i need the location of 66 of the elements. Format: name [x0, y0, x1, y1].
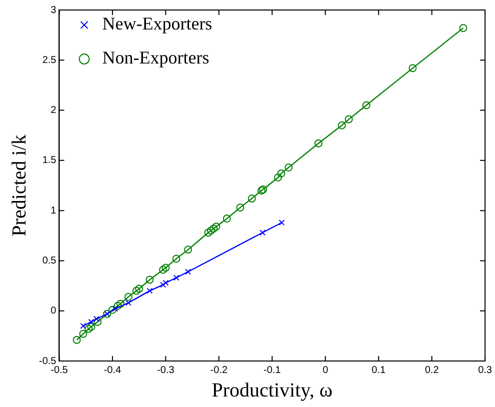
point	[160, 282, 166, 288]
x-tick-label: 0	[322, 364, 329, 376]
point	[362, 101, 370, 110]
y-tick-label: 0.5	[42, 255, 57, 266]
point	[257, 186, 266, 195]
point	[135, 284, 144, 293]
point	[146, 276, 154, 284]
point	[84, 324, 93, 333]
y-tick-label: 0	[50, 306, 57, 317]
point	[236, 204, 244, 212]
y-tick-label: 2.5	[42, 54, 57, 66]
legend-label: New-Exporters	[102, 14, 212, 34]
x-tick-label: -0.3	[157, 364, 175, 376]
point	[260, 230, 266, 236]
point	[159, 266, 168, 274]
point	[274, 173, 282, 182]
point	[88, 318, 94, 325]
point	[79, 330, 88, 338]
point	[338, 121, 346, 130]
point	[259, 186, 268, 194]
point	[185, 268, 192, 275]
point	[116, 300, 124, 308]
point	[94, 318, 102, 326]
point	[125, 300, 132, 306]
x-tick-label: -0.4	[104, 364, 122, 376]
point	[222, 214, 231, 223]
y-tick-label: 3	[50, 4, 57, 16]
point	[162, 280, 169, 286]
legend-label: Non-Exporters	[102, 48, 210, 68]
point	[212, 222, 220, 231]
point	[408, 64, 417, 72]
point	[172, 254, 180, 263]
point	[284, 163, 293, 172]
point	[80, 322, 86, 329]
point	[173, 274, 180, 281]
y-tick-label: 1	[50, 205, 57, 216]
point	[72, 336, 81, 344]
point	[108, 306, 116, 314]
x-tick-label: -0.2	[210, 364, 228, 376]
y-tick-label: 1.5	[42, 155, 57, 166]
x-axis-title: Productivity, ω	[212, 379, 333, 402]
x-tick-label: -0.1	[264, 364, 282, 376]
point	[184, 246, 192, 254]
x-tick-label: 0.3	[478, 364, 492, 376]
point	[206, 226, 215, 235]
y-tick-label: -0.5	[38, 356, 57, 367]
point	[204, 228, 212, 237]
point	[112, 306, 118, 312]
point	[162, 264, 170, 272]
y-tick-label: 2	[50, 105, 57, 116]
point	[94, 316, 100, 322]
point	[314, 139, 322, 148]
point	[278, 220, 285, 226]
x-tick-label: 0.2	[424, 364, 440, 376]
x-tick-label: 0.1	[372, 364, 386, 376]
y-axis-title: Predicted i/k	[8, 134, 30, 236]
point	[248, 194, 256, 203]
point	[344, 115, 353, 124]
point	[132, 286, 140, 295]
point	[87, 322, 96, 331]
point	[114, 302, 122, 310]
point	[210, 224, 218, 233]
point	[124, 292, 132, 301]
point	[459, 24, 468, 32]
point	[146, 288, 153, 294]
point	[277, 169, 286, 178]
